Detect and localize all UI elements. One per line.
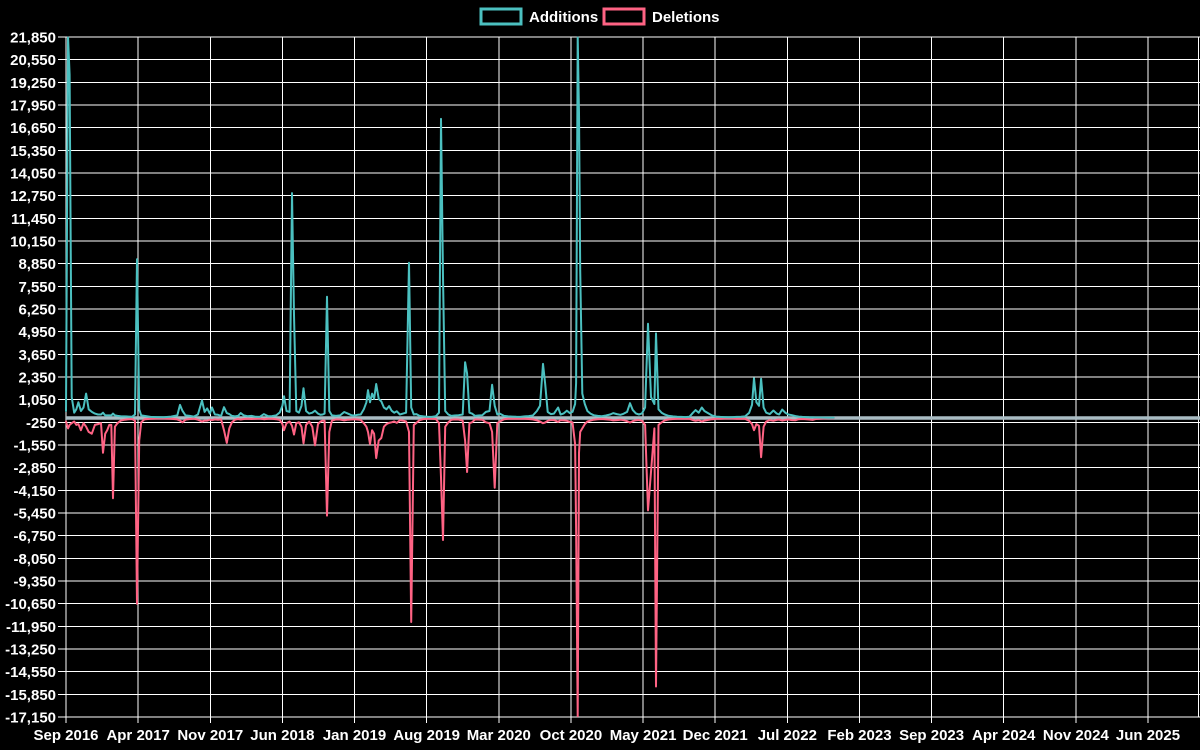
y-tick-label: 12,750 [10,188,56,205]
y-tick-label: -10,650 [5,596,56,613]
y-tick-label: -14,550 [5,664,56,681]
additions-line [65,36,835,419]
x-tick-label: Sep 2023 [899,727,964,744]
x-tick-label: Dec 2021 [683,727,748,744]
x-tick-label: Nov 2017 [177,727,243,744]
deletions-legend-swatch [602,7,646,26]
x-tick-label: Mar 2020 [467,727,531,744]
x-tick-label: Feb 2023 [827,727,891,744]
x-tick-label: Jan 2019 [323,727,386,744]
legend-item-deletions[interactable]: Deletions [602,7,720,26]
legend: Additions Deletions [479,7,720,26]
plot-area [65,36,835,718]
y-tick-label: 19,250 [10,75,56,92]
y-tick-label: 8,850 [18,256,56,273]
y-tick-label: 7,550 [18,279,56,296]
x-tick-label: Jun 2025 [1116,727,1180,744]
x-tick-label: Apr 2017 [106,727,169,744]
y-tick-label: 2,350 [18,370,56,387]
y-tick-label: 11,450 [11,211,56,228]
y-tick-label: 10,150 [10,234,56,251]
y-tick-label: -250 [26,415,56,432]
y-tick-label: -5,450 [13,506,56,523]
x-tick-label: Jun 2018 [250,727,314,744]
y-tick-label: 21,850 [10,30,56,47]
y-tick-label: -11,950 [6,619,56,636]
y-tick-label: 20,550 [10,52,56,69]
y-tick-label: 6,250 [18,302,56,319]
horizontal-gridlines [58,36,1200,718]
additions-legend-label: Additions [529,9,598,26]
y-tick-label: 16,650 [10,120,56,137]
x-tick-label: May 2021 [610,727,677,744]
x-axis-labels: Sep 2016 Apr 2017 Nov 2017 Jun 2018 Jan 2019… [33,727,1180,744]
x-tick-label: Jul 2022 [758,727,817,744]
y-tick-label: -1,550 [13,438,56,455]
x-tick-label: Nov 2024 [1043,727,1110,744]
y-tick-label: 17,950 [10,98,56,115]
deletions-line [65,417,835,718]
y-tick-label: -8,050 [13,551,56,568]
y-tick-label: 15,350 [10,143,56,160]
legend-item-additions[interactable]: Additions [479,7,598,26]
y-tick-label: -9,350 [13,574,56,591]
y-tick-label: -6,750 [13,528,56,545]
y-tick-label: -17,150 [5,710,56,727]
y-tick-label: -2,850 [13,460,56,477]
y-tick-label: -4,150 [13,483,56,500]
y-tick-label: 3,650 [18,347,56,364]
y-tick-label: -15,850 [5,687,56,704]
x-tick-label: Sep 2016 [33,727,98,744]
deletions-legend-label: Deletions [652,9,720,26]
x-tick-label: Aug 2019 [393,727,460,744]
y-axis-labels: 21,850 20,550 19,250 17,950 16,650 15,350 14,0… [5,30,56,727]
y-tick-label: 1,050 [18,392,56,409]
y-tick-label: 4,950 [18,324,56,341]
vertical-gridlines [65,37,1149,723]
additions-legend-swatch [479,7,523,26]
x-tick-label: Oct 2020 [540,727,603,744]
x-tick-label: Apr 2024 [972,727,1036,744]
y-tick-label: 14,050 [10,166,56,183]
y-tick-label: -13,250 [5,642,56,659]
